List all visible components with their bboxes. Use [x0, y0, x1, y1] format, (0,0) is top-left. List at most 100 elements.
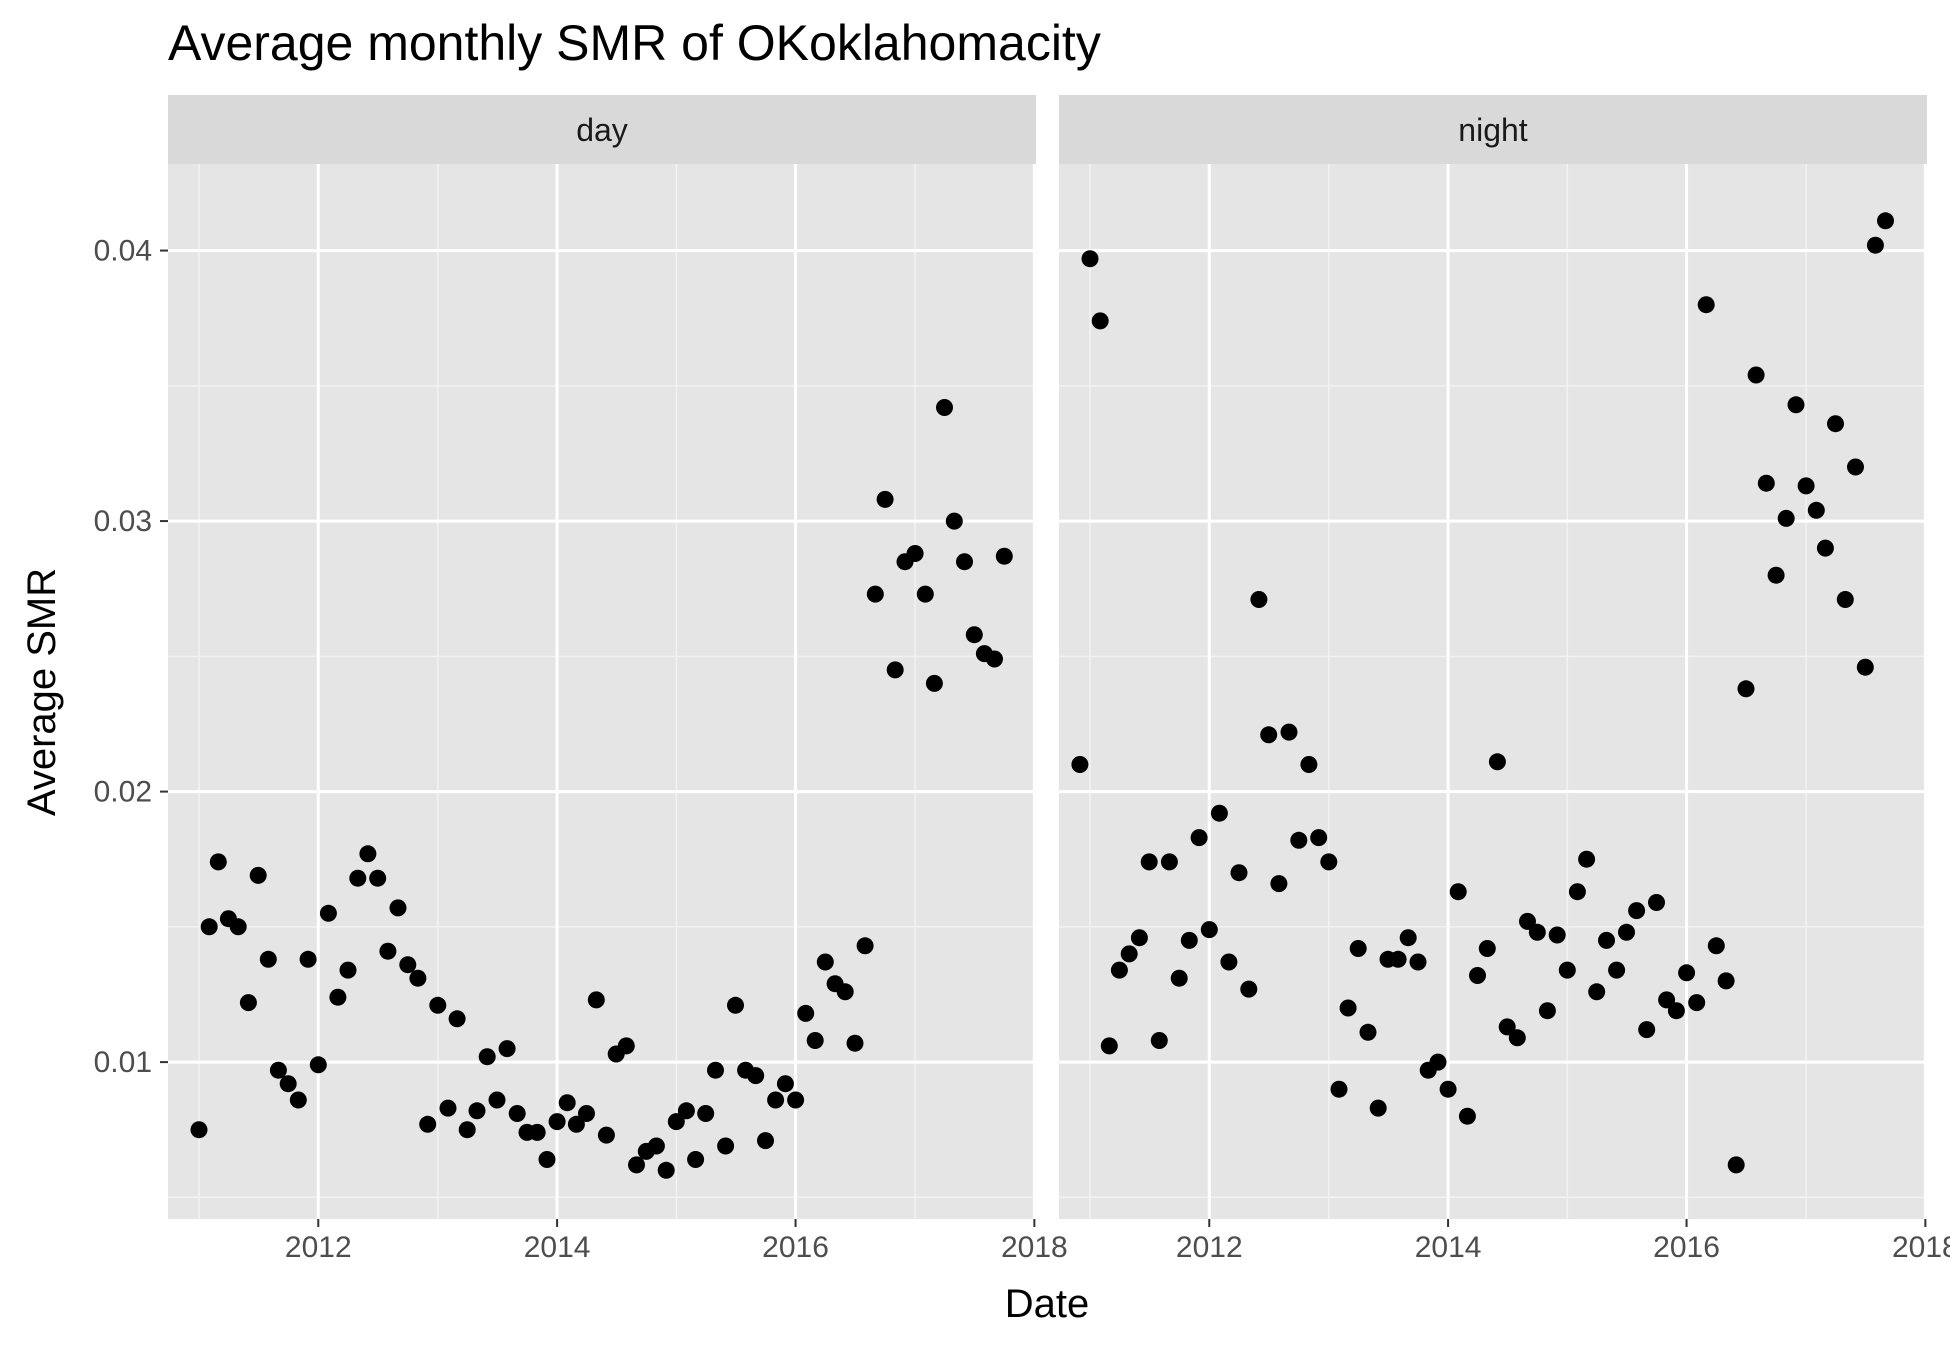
- data-point-night: [1757, 474, 1775, 492]
- data-point-day: [707, 1061, 724, 1079]
- data-point-night: [1856, 658, 1874, 676]
- data-point-night: [1439, 1080, 1457, 1098]
- data-point-night: [1160, 853, 1178, 871]
- data-point-night: [1200, 921, 1218, 939]
- data-point-night: [1310, 829, 1328, 847]
- strip-background-day: [168, 95, 1036, 164]
- data-point-night: [1667, 1002, 1685, 1020]
- data-point-day: [936, 399, 953, 416]
- data-point-night: [1797, 477, 1815, 495]
- data-point-day: [528, 1123, 546, 1141]
- data-point-night: [1628, 902, 1646, 920]
- points-day: [190, 399, 1013, 1179]
- data-point-night: [1150, 1032, 1168, 1049]
- gridlines-day: [168, 164, 1036, 1219]
- data-point-day: [916, 585, 934, 603]
- points-night: [1071, 212, 1894, 1174]
- x-tick-label: 2014: [524, 1231, 591, 1264]
- data-point-day: [468, 1102, 486, 1120]
- data-point-night: [1697, 296, 1715, 314]
- data-point-day: [687, 1151, 705, 1168]
- data-point-night: [1339, 999, 1357, 1017]
- data-point-day: [617, 1037, 635, 1055]
- data-point-night: [1877, 212, 1894, 230]
- x-tick-label: 2018: [1892, 1231, 1950, 1264]
- x-tick-label: 2018: [1001, 1231, 1068, 1264]
- data-point-night: [1519, 912, 1536, 930]
- data-point-night: [1210, 804, 1228, 822]
- data-point-day: [906, 545, 924, 562]
- strip-background-night: [1059, 95, 1927, 164]
- data-point-night: [1458, 1107, 1476, 1125]
- data-point-night: [1678, 964, 1696, 982]
- data-point-day: [628, 1156, 645, 1174]
- data-point-day: [767, 1091, 785, 1109]
- x-tick-label: 2012: [285, 1231, 352, 1264]
- chart-title: Average monthly SMR of OKoklahomacity: [168, 15, 1101, 71]
- data-point-night: [1260, 726, 1278, 744]
- data-point-day: [200, 918, 218, 936]
- data-point-day: [209, 853, 227, 871]
- data-point-day: [309, 1056, 327, 1074]
- data-point-night: [1767, 566, 1785, 584]
- data-point-night: [1777, 509, 1795, 527]
- data-point-night: [1498, 1018, 1516, 1036]
- data-point-day: [369, 869, 387, 887]
- data-point-night: [1220, 953, 1238, 971]
- data-point-night: [1330, 1080, 1348, 1098]
- data-point-night: [1568, 883, 1586, 901]
- strip-label-night: night: [1458, 112, 1528, 148]
- data-point-night: [1359, 1023, 1377, 1041]
- data-point-day: [995, 547, 1013, 565]
- data-point-night: [1369, 1099, 1387, 1117]
- data-point-day: [458, 1121, 476, 1139]
- data-point-night: [1071, 756, 1089, 773]
- data-point-night: [1081, 250, 1099, 268]
- data-point-day: [667, 1113, 685, 1131]
- data-point-day: [409, 969, 427, 987]
- data-point-day: [647, 1137, 665, 1155]
- data-point-night: [1787, 396, 1805, 414]
- data-point-night: [1409, 953, 1427, 971]
- panel-background-day: [168, 164, 1036, 1219]
- x-axis-night: 2012 2014 2016 2018: [1176, 1219, 1950, 1264]
- data-point-night: [1349, 940, 1367, 957]
- data-point-night: [1280, 723, 1298, 741]
- data-point-day: [289, 1091, 307, 1109]
- data-point-day: [329, 988, 347, 1006]
- data-point-night: [1180, 931, 1198, 949]
- data-point-day: [269, 1061, 287, 1079]
- data-point-night: [1110, 961, 1128, 979]
- data-point-day: [389, 899, 407, 917]
- data-point-night: [1290, 831, 1308, 849]
- data-point-night: [1608, 961, 1626, 979]
- data-point-night: [1100, 1037, 1118, 1055]
- data-point-night: [1250, 591, 1268, 608]
- data-point-night: [1300, 756, 1318, 773]
- data-point-day: [349, 869, 367, 887]
- data-point-day: [747, 1067, 765, 1085]
- panel-background-night: [1059, 164, 1927, 1219]
- data-point-day: [498, 1040, 516, 1058]
- data-point-day: [925, 674, 943, 692]
- data-point-day: [359, 845, 377, 863]
- data-point-day: [836, 983, 854, 1001]
- x-tick-label: 2012: [1176, 1231, 1243, 1264]
- data-point-night: [1707, 937, 1725, 955]
- data-point-night: [1320, 853, 1338, 871]
- data-point-day: [776, 1075, 794, 1093]
- data-point-night: [1807, 501, 1825, 519]
- data-point-night: [1548, 926, 1566, 944]
- data-point-night: [1648, 894, 1665, 911]
- data-point-day: [587, 991, 605, 1009]
- x-axis-day: 2012 2014 2016 2018: [285, 1219, 1068, 1264]
- data-point-day: [727, 996, 744, 1014]
- data-point-day: [399, 956, 417, 974]
- data-point-night: [1717, 972, 1735, 990]
- panel-day: day: [168, 95, 1036, 1219]
- x-tick-label: 2016: [1653, 1231, 1720, 1264]
- data-point-night: [1429, 1053, 1447, 1071]
- data-point-day: [986, 650, 1003, 668]
- data-point-day: [567, 1115, 585, 1133]
